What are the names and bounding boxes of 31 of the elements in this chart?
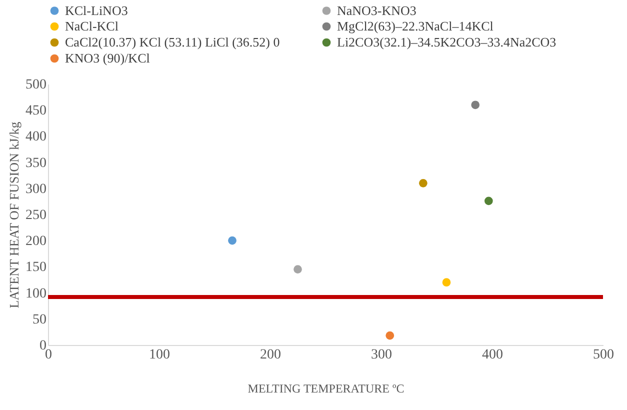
y-tick-label: 50 [32,312,46,328]
y-tick-label: 100 [26,286,46,302]
x-tick-label: 300 [371,348,392,362]
x-tick-label: 500 [593,348,614,362]
point [418,179,428,188]
point [484,196,493,206]
legend-label: MgCl2(63)–22.3NaCl–14KCl [337,18,494,34]
y-tick-label: 300 [26,182,46,197]
legend-label: KNO3 (90)/KCl [65,50,150,66]
x-axis-title: MELTING TEMPERATURE ºC [248,382,404,396]
x-tick-label: 400 [482,348,503,362]
y-tick-label: 450 [26,104,46,119]
legend-label: NaCl-KCl [65,18,119,34]
y-tick-label: 350 [26,156,46,171]
point [386,331,394,340]
legend-label: KCl-LiNO3 [65,2,128,18]
x-tick-label: 100 [149,348,170,362]
point [294,265,302,274]
point [442,278,451,287]
y-tick-label: 150 [26,260,46,276]
point [228,236,236,245]
x-tick-label: 200 [260,348,281,362]
y-tick-label: 400 [26,130,46,145]
y-tick-label: 200 [26,234,46,250]
y-axis-title: LATENT HEAT OF FUSION kJ/kg [6,121,22,308]
legend-label: Li2CO3(32.1)–34.5K2CO3–33.4Na2CO3 [337,34,556,50]
y-tick-label: 500 [26,78,46,92]
legend-label: CaCl2(10.37) KCl (53.11) LiCl (36.52) 0 [65,34,280,50]
y-tick-label: 250 [26,208,46,223]
legend-label: NaNO3-KNO3 [337,2,416,18]
point [471,100,480,110]
